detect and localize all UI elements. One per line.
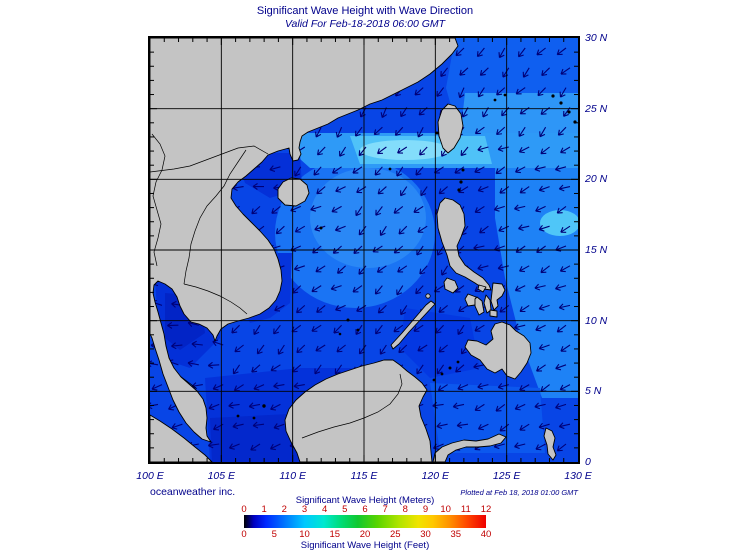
plotted-timestamp: Plotted at Feb 18, 2018 01:00 GMT	[460, 488, 578, 497]
colorbar-feet-tick: 30	[420, 529, 431, 540]
lon-axis-label: 110 E	[279, 470, 306, 482]
lat-axis-label: 10 N	[585, 314, 608, 327]
colorbar-meters-tick: 7	[382, 504, 388, 515]
colorbar-meters-tick: 10	[440, 504, 451, 515]
colorbar-meters-tick: 1	[261, 504, 267, 515]
colorbar-meters-tick: 12	[480, 504, 492, 515]
land-cebu	[483, 294, 492, 314]
land-luzon	[436, 197, 492, 291]
colorbar-meters-tick: 9	[422, 504, 429, 515]
colorbar-title-meters: Significant Wave Height (Meters)	[295, 495, 435, 506]
lat-lon-gridlines	[150, 38, 578, 462]
wave-height-map	[150, 38, 578, 462]
colorbar-feet-tick: 20	[359, 529, 371, 540]
land-taiwan	[437, 103, 464, 154]
land-panay	[464, 293, 477, 307]
land-borneo	[284, 359, 433, 462]
land-masses	[150, 38, 557, 462]
land-mindanao	[464, 321, 532, 380]
lon-axis-label: 120 E	[421, 470, 450, 482]
oceanweather-credit: oceanweather inc.	[150, 486, 236, 498]
colorbar-meters-tick: 8	[402, 504, 408, 515]
country-borders	[150, 133, 403, 439]
colorbar-meters-tick: 2	[281, 504, 287, 515]
lat-axis-label: 5 N	[585, 385, 602, 398]
lat-axis-label: 25 N	[585, 102, 608, 115]
lon-axis-label: 130 E	[564, 470, 592, 482]
land-hainan	[277, 177, 310, 207]
lon-axis-label: 100 E	[136, 470, 164, 482]
colorbar-feet-tick: 10	[299, 529, 310, 540]
land-palawan	[390, 300, 436, 350]
colorbar-meters-tick: 0	[241, 504, 247, 515]
lon-axis-label: 105 E	[207, 470, 236, 482]
land-mainland-asia	[150, 38, 459, 443]
land-halmahera	[543, 427, 557, 461]
degree-tick-marks	[150, 38, 578, 462]
page-title: Significant Wave Height with Wave Direct…	[256, 5, 474, 17]
map-frame	[148, 36, 580, 464]
colorbar-feet-tick: 40	[480, 529, 492, 540]
colorbar-feet-tick: 35	[450, 529, 462, 540]
colorbar-meters-tick: 6	[362, 504, 368, 515]
colorbar-meters-tick: 3	[301, 504, 308, 515]
lat-axis-label: 15 N	[585, 244, 608, 256]
colorbar-meters-tick: 11	[460, 504, 471, 515]
colorbar-meters-tick: 4	[322, 504, 328, 515]
lat-axis-label: 20 N	[585, 173, 608, 186]
colorbar-feet-tick: 5	[271, 529, 277, 540]
colorbar-title-feet: Significant Wave Height (Feet)	[300, 540, 430, 551]
lat-axis-label: 30 N	[585, 32, 608, 44]
lat-axis-label: 0	[585, 456, 591, 468]
land-sumatra	[150, 414, 213, 462]
colorbar-feet-tick: 25	[389, 529, 401, 540]
land-masbate	[477, 284, 487, 293]
colorbar-feet-tick: 0	[241, 529, 247, 540]
colorbar-meters-tick: 5	[342, 504, 348, 515]
lon-axis-label: 125 E	[492, 470, 521, 482]
colorbar-feet-tick: 15	[329, 529, 341, 540]
lon-axis-label: 115 E	[350, 470, 378, 482]
land-bohol	[489, 309, 498, 318]
valid-time-subtitle: Valid For Feb-18-2018 06:00 GMT	[284, 18, 446, 30]
land-samar-leyte	[490, 282, 506, 311]
land-negros	[474, 296, 485, 316]
land-sulawesi	[432, 433, 507, 462]
colorbar-gradient	[244, 515, 486, 528]
land-mindoro	[443, 277, 459, 294]
